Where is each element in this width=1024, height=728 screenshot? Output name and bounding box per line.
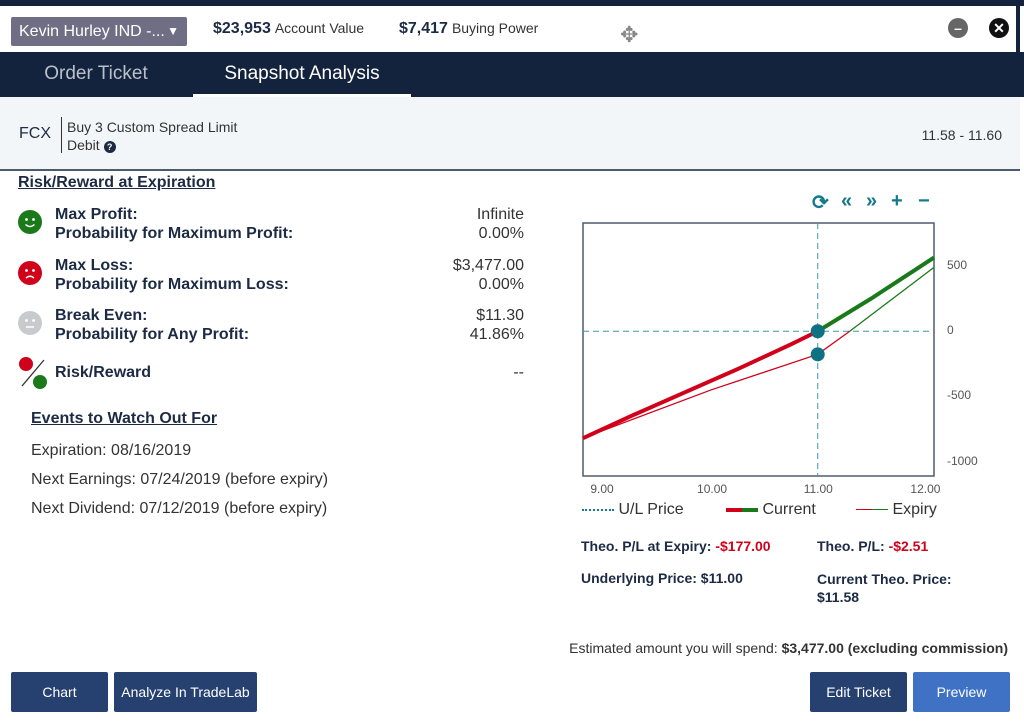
value: 41.86% — [469, 326, 524, 343]
legend-expiry: Expiry — [856, 501, 937, 519]
dotted-line-swatch — [582, 508, 614, 511]
account-name: Kevin Hurley IND -... — [19, 23, 165, 40]
risk-reward-title: Risk/Reward at Expiration — [18, 174, 216, 191]
event-dividend: Next Dividend: 07/12/2019 (before expiry… — [31, 500, 328, 517]
bid-ask-range: 11.58 - 11.60 — [921, 127, 1002, 143]
price-marker — [810, 347, 825, 362]
zoom-in-icon[interactable]: + — [891, 190, 903, 212]
refresh-icon[interactable]: ⟳ — [812, 192, 829, 214]
label: Risk/Reward — [55, 364, 152, 381]
current-profit-line — [816, 255, 936, 333]
current-theo-price: Current Theo. Price: $11.58 — [817, 571, 952, 605]
tab-bar: Order Ticket Snapshot Analysis — [0, 52, 1024, 97]
account-dropdown[interactable]: Kevin Hurley IND -... ▼ — [11, 17, 187, 46]
theo-pl-expiry: Theo. P/L at Expiry: -$177.00 — [581, 538, 771, 554]
x-tick-label: 9.00 — [590, 482, 614, 496]
zoom-out-icon[interactable]: − — [918, 190, 930, 212]
theo-pl: Theo. P/L: -$2.51 — [817, 538, 929, 554]
minimize-button[interactable]: – — [948, 18, 968, 38]
break-even-row: Break Even: $11.30 Probability for Any Pr… — [18, 306, 524, 346]
label: Probability for Maximum Loss: — [55, 276, 289, 293]
value: $11.30 — [476, 307, 524, 324]
divider — [61, 117, 62, 153]
value: 0.00% — [478, 225, 524, 242]
close-button[interactable]: ✕ — [989, 18, 1009, 38]
order-summary: FCX Buy 3 Custom Spread Limit Debit ? 11.… — [0, 97, 1020, 171]
value: -- — [513, 364, 524, 381]
max-profit-row: Max Profit: Infinite Probability for Maxi… — [18, 205, 524, 245]
value: $3,477.00 — [452, 257, 524, 274]
label: Max Loss: — [55, 257, 134, 274]
analyze-tradelab-button[interactable]: Analyze In TradeLab — [114, 672, 257, 712]
y-tick-label: -1000 — [947, 453, 978, 468]
x-tick-label: 12.00 — [910, 482, 941, 496]
account-value: $23,953 Account Value — [213, 20, 365, 37]
caret-down-icon: ▼ — [167, 24, 179, 38]
label: Probability for Maximum Profit: — [55, 225, 294, 242]
label: Probability for Any Profit: — [55, 326, 250, 343]
buying-power: $7,417 Buying Power — [399, 20, 539, 37]
expiry-profit-line — [849, 266, 935, 332]
tab-order-ticket[interactable]: Order Ticket — [44, 63, 148, 84]
chart-button[interactable]: Chart — [11, 672, 108, 712]
top-strip — [0, 0, 1024, 6]
symbol: FCX — [19, 125, 51, 142]
price-marker — [810, 324, 825, 339]
edit-ticket-button[interactable]: Edit Ticket — [810, 672, 907, 712]
y-tick-label: 500 — [947, 258, 968, 273]
x-tick-label: 11.00 — [803, 482, 833, 496]
order-description: Buy 3 Custom Spread Limit Debit ? — [67, 119, 238, 153]
label: Max Profit: — [55, 206, 138, 223]
legend-ul-price: U/L Price — [582, 501, 684, 519]
risk-reward-row: Risk/Reward -- — [18, 356, 524, 390]
tab-snapshot-analysis[interactable]: Snapshot Analysis — [193, 52, 411, 97]
move-icon[interactable]: ✥ — [620, 22, 639, 47]
event-expiration: Expiration: 08/16/2019 — [31, 442, 192, 459]
preview-button[interactable]: Preview — [913, 672, 1010, 712]
value: Infinite — [476, 206, 524, 223]
expiry-loss-line — [582, 330, 851, 439]
smile-icon — [18, 210, 42, 234]
estimated-spend: Estimated amount you will spend: $3,477.… — [569, 640, 1008, 656]
neutral-face-icon — [18, 311, 42, 335]
underlying-price: Underlying Price: $11.00 — [581, 570, 743, 586]
pan-left-icon[interactable]: « — [841, 190, 853, 212]
y-tick-label: 0 — [947, 323, 954, 338]
header: Kevin Hurley IND -... ▼ $23,953 Account Va… — [0, 6, 1020, 52]
pan-right-icon[interactable]: » — [866, 190, 878, 212]
label: Break Even: — [55, 307, 148, 324]
legend-current: Current — [726, 501, 816, 519]
current-loss-line — [582, 329, 819, 440]
help-icon[interactable]: ? — [103, 141, 116, 153]
frown-icon — [18, 261, 42, 285]
events-title: Events to Watch Out For — [31, 410, 218, 427]
y-tick-label: -500 — [947, 388, 972, 403]
max-loss-row: Max Loss: $3,477.00 Probability for Maxim… — [18, 256, 524, 296]
value: 0.00% — [478, 276, 524, 293]
event-earnings: Next Earnings: 07/24/2019 (before expiry… — [31, 471, 329, 488]
risk-reward-icon — [19, 357, 47, 389]
plot-area — [582, 222, 935, 477]
x-tick-label: 10.00 — [697, 482, 728, 496]
